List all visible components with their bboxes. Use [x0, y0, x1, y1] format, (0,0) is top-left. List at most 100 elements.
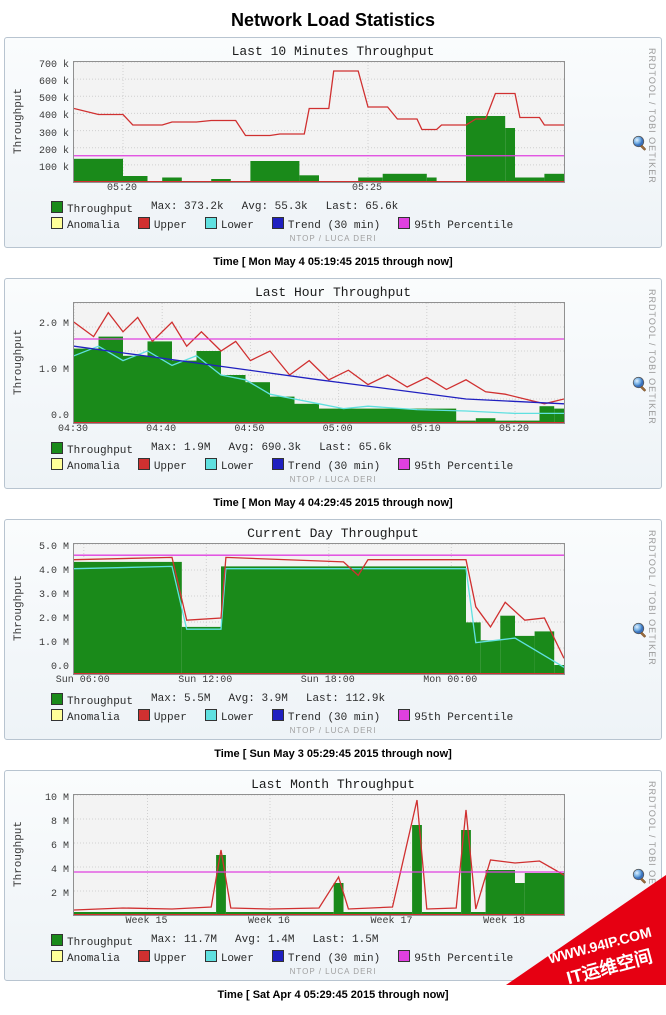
ytick-label: 400 k [25, 112, 69, 122]
chart-footer: NTOP / LUCA DERI [11, 475, 655, 484]
xtick-label: 04:30 [58, 424, 88, 435]
xtick-label: Week 16 [248, 916, 290, 927]
ytick-label: 0.0 [25, 663, 69, 673]
ytick-label: 4.0 M [25, 567, 69, 577]
ytick-label: 4 M [25, 866, 69, 876]
ytick-label: 0.0 [25, 412, 69, 422]
stat-last: Last: 112.9k [306, 693, 385, 708]
stat-avg: Avg: 3.9M [228, 693, 287, 708]
xtick-label: 05:20 [499, 424, 529, 435]
stat-max: Max: 5.5M [151, 693, 210, 708]
chart-title: Last Hour Throughput [11, 285, 655, 300]
page-title: Network Load Statistics [4, 10, 662, 31]
stat-max: Max: 373.2k [151, 201, 224, 216]
chart-title: Last 10 Minutes Throughput [11, 44, 655, 59]
ytick-label: 2.0 M [25, 615, 69, 625]
y-axis-label: Throughput [11, 302, 25, 422]
legend-item: Upper [138, 217, 187, 232]
y-axis-label: Throughput [11, 794, 25, 914]
xtick-label: Sun 06:00 [56, 675, 110, 686]
stat-avg: Avg: 690.3k [228, 442, 301, 457]
legend-item: Upper [138, 458, 187, 473]
chart-panel-ten_min: RRDTOOL / TOBI OETIKER Last 10 Minutes T… [4, 37, 662, 248]
ytick-label: 100 k [25, 164, 69, 174]
xtick-label: 05:20 [107, 183, 137, 194]
legend-item: Throughput [51, 201, 133, 216]
chart-plot [73, 61, 565, 183]
legend-item: Throughput [51, 693, 133, 708]
chart-panel-day: RRDTOOL / TOBI OETIKER Current Day Throu… [4, 519, 662, 740]
ytick-label: 2 M [25, 890, 69, 900]
chart-legend: Throughput Max: 11.7M Avg: 1.4M Last: 1.… [11, 934, 655, 965]
ytick-label: 3.0 M [25, 591, 69, 601]
stat-last: Last: 65.6k [326, 201, 399, 216]
legend-item: Anomalia [51, 458, 120, 473]
legend-item: 95th Percentile [398, 458, 513, 473]
chart-footer: NTOP / LUCA DERI [11, 234, 655, 243]
ytick-label: 200 k [25, 147, 69, 157]
ytick-label: 8 M [25, 818, 69, 828]
legend-item: 95th Percentile [398, 217, 513, 232]
legend-item: 95th Percentile [398, 950, 513, 965]
time-caption: Time [ Sun May 3 05:29:45 2015 through n… [4, 748, 662, 760]
ytick-label: 700 k [25, 61, 69, 71]
xtick-label: 05:25 [352, 183, 382, 194]
legend-item: Throughput [51, 934, 133, 949]
legend-item: Upper [138, 950, 187, 965]
xtick-label: Week 15 [125, 916, 167, 927]
xtick-label: Sun 18:00 [301, 675, 355, 686]
ytick-label: 500 k [25, 95, 69, 105]
ytick-label: 6 M [25, 842, 69, 852]
stat-avg: Avg: 1.4M [235, 934, 294, 949]
chart-panel-month: RRDTOOL / TOBI OETIKER Last Month Throug… [4, 770, 662, 981]
legend-item: Lower [205, 217, 254, 232]
chart-footer: NTOP / LUCA DERI [11, 726, 655, 735]
x-axis: Week 15 Week 16 Week 17 Week 18 [73, 916, 563, 930]
x-axis: 05:20 05:25 [73, 183, 563, 197]
xtick-label: Week 17 [370, 916, 412, 927]
x-axis: Sun 06:00Sun 12:00Sun 18:00Mon 00:00 [73, 675, 563, 689]
chart-legend: Throughput Max: 5.5M Avg: 3.9M Last: 112… [11, 693, 655, 724]
legend-item: Anomalia [51, 950, 120, 965]
stat-last: Last: 1.5M [312, 934, 378, 949]
chart-panel-hour: RRDTOOL / TOBI OETIKER Last Hour Through… [4, 278, 662, 489]
legend-item: Trend (30 min) [272, 950, 380, 965]
chart-plot [73, 302, 565, 424]
xtick-label: Week 18 [483, 916, 525, 927]
ytick-label: 600 k [25, 78, 69, 88]
legend-item: Trend (30 min) [272, 458, 380, 473]
legend-item: Lower [205, 709, 254, 724]
legend-item: Lower [205, 950, 254, 965]
y-axis-label: Throughput [11, 61, 25, 181]
stat-avg: Avg: 55.3k [242, 201, 308, 216]
xtick-label: Mon 00:00 [423, 675, 477, 686]
chart-legend: Throughput Max: 1.9M Avg: 690.3k Last: 6… [11, 442, 655, 473]
ytick-label: 1.0 M [25, 366, 69, 376]
stat-last: Last: 65.6k [319, 442, 392, 457]
legend-item: Throughput [51, 442, 133, 457]
legend-item: Anomalia [51, 709, 120, 724]
chart-title: Current Day Throughput [11, 526, 655, 541]
xtick-label: 05:00 [323, 424, 353, 435]
chart-plot [73, 794, 565, 916]
chart-footer: NTOP / LUCA DERI [11, 967, 655, 976]
stat-max: Max: 11.7M [151, 934, 217, 949]
legend-item: Upper [138, 709, 187, 724]
legend-item: 95th Percentile [398, 709, 513, 724]
chart-plot [73, 543, 565, 675]
time-caption: Time [ Mon May 4 05:19:45 2015 through n… [4, 256, 662, 268]
stat-max: Max: 1.9M [151, 442, 210, 457]
time-caption: Time [ Mon May 4 04:29:45 2015 through n… [4, 497, 662, 509]
chart-title: Last Month Throughput [11, 777, 655, 792]
ytick-label: 1.0 M [25, 639, 69, 649]
ytick-label: 2.0 M [25, 320, 69, 330]
chart-legend: Throughput Max: 373.2k Avg: 55.3k Last: … [11, 201, 655, 232]
ytick-label: 300 k [25, 130, 69, 140]
xtick-label: Sun 12:00 [178, 675, 232, 686]
xtick-label: 05:10 [411, 424, 441, 435]
y-axis-label: Throughput [11, 543, 25, 673]
legend-item: Lower [205, 458, 254, 473]
ytick-label: 5.0 M [25, 543, 69, 553]
xtick-label: 04:40 [146, 424, 176, 435]
ytick-label: 10 M [25, 794, 69, 804]
